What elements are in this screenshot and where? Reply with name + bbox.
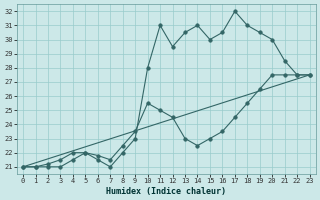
X-axis label: Humidex (Indice chaleur): Humidex (Indice chaleur) — [106, 187, 226, 196]
